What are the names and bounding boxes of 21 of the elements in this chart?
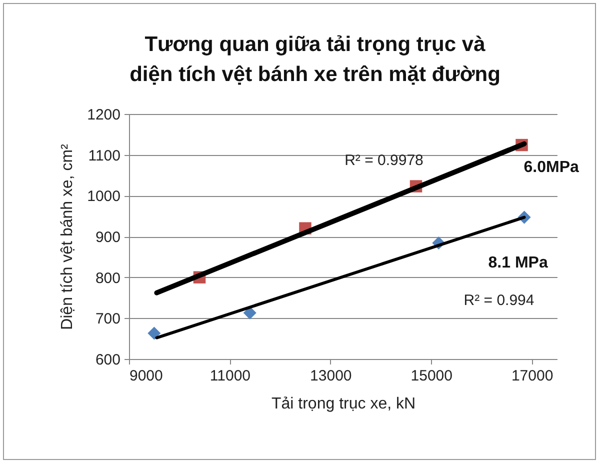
y-tick-label: 900 <box>95 229 120 246</box>
y-tick-label: 700 <box>95 310 120 328</box>
x-tick-label: 17000 <box>511 368 554 384</box>
y-tick-label: 1200 <box>87 106 120 124</box>
y-tick-label: 1000 <box>87 188 120 206</box>
y-tick-label: 1100 <box>88 147 120 164</box>
series-label: 6.0MPa <box>524 159 579 176</box>
y-tick-label: 800 <box>95 270 120 287</box>
y-axis-title: Diện tích vệt bánh xe, cm² <box>59 143 76 330</box>
annotation: R² = 0.994 <box>464 292 534 309</box>
y-tick-label: 600 <box>95 352 120 368</box>
chart-title: Tương quan giữa tải trọng trục và diện tích vệt bánh xe trên mặt đường <box>130 33 500 86</box>
x-tick-label: 11000 <box>210 368 251 384</box>
x-tick-label: 9000 <box>130 368 163 384</box>
annotation: R² = 0.9978 <box>344 152 424 169</box>
point <box>243 306 256 320</box>
text: 8.1 MPa <box>488 254 548 272</box>
x-axis-title: Tải trọng trục xe, kN <box>271 396 416 412</box>
x-tick-label: 15000 <box>410 368 452 384</box>
point <box>148 326 161 340</box>
x-tick-label: 13000 <box>310 368 352 384</box>
